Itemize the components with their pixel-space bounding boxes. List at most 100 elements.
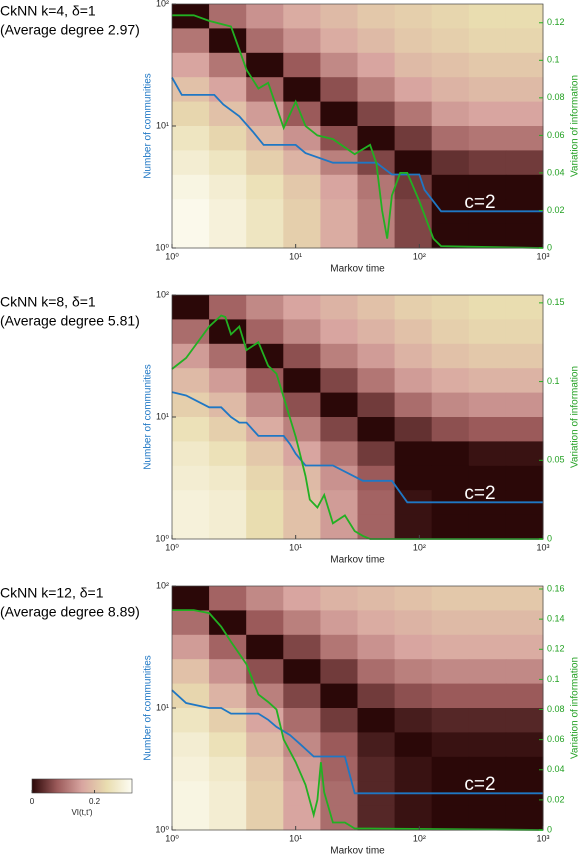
heatmap-cell [431,610,470,636]
heatmap-cell [394,4,433,29]
colorbar-tick-label: 0.2 [89,797,101,806]
x-tick-label: 10¹ [289,251,302,261]
annotation: c=2 [464,774,495,795]
heatmap-cell [468,634,507,660]
heatmap-cell [431,77,470,103]
heatmap-cell [283,417,321,442]
heatmap-cell [209,781,247,807]
heatmap-cell [394,368,433,394]
heatmap-cell [394,52,433,78]
heatmap-cell [246,610,284,636]
y2-tick-label: 0.1 [547,55,560,65]
heatmap-cell [468,319,507,345]
heatmap-cell [394,634,433,660]
heatmap-cell [172,586,210,611]
heatmap-cell [505,659,544,685]
heatmap-cell [505,392,544,418]
heatmap-cell [431,756,470,782]
heatmap-cell [357,659,396,685]
heatmap-cell [357,708,396,733]
x-tick-label: 10² [413,833,426,843]
heatmap-cell [320,223,358,249]
heatmap-cell [394,392,433,418]
y2-tick-label: 0.12 [547,17,565,27]
heatmap-cell [320,4,358,29]
heatmap-cell [468,683,507,709]
heatmap-cell [468,295,507,320]
heatmap-cell [357,465,396,491]
heatmap-cell [209,441,247,467]
heatmap-cell [431,634,470,660]
heatmap-cell [283,659,321,685]
heatmap-cell [357,101,396,127]
heatmap-cell [320,174,358,200]
heatmap-cell [357,756,396,782]
y2-tick-label: 0.16 [547,583,565,593]
heatmap-cell [357,683,396,709]
heatmap-cell [283,174,321,200]
heatmap-cell [431,514,470,540]
heatmap-cell [394,610,433,636]
heatmap-cell [505,634,544,660]
series-line [171,391,543,504]
panel-subtitle: (Average degree 8.89) [0,604,140,620]
heatmap-cell [431,126,470,151]
heatmap-cell [394,295,433,320]
heatmap-cell [246,805,284,831]
heatmap-cell [172,28,210,54]
heatmap-cell [394,28,433,54]
y-tick-label: 10¹ [156,411,169,421]
x-tick-label: 10⁰ [165,542,179,552]
heatmap-cell [357,4,396,29]
heatmap-cell [394,319,433,345]
heatmap-cell [172,150,210,176]
heatmap-cell [320,101,358,127]
heatmap-cell [320,368,358,394]
heatmap-cell [431,586,470,611]
x-tick-label: 10² [413,542,426,552]
heatmap-cell [209,150,247,176]
heatmap-cell [431,659,470,685]
heatmap-cell [394,223,433,249]
heatmap-cell [246,101,284,127]
heatmap-cell [505,101,544,127]
heatmap-cell [505,4,544,29]
y2-tick-label: 0.06 [547,130,565,140]
heatmap-cell [209,659,247,685]
heatmap-cell [172,514,210,540]
heatmap-cell [209,223,247,249]
heatmap-cell [320,199,358,225]
heatmap-cell [505,514,544,540]
heatmap-cell [283,126,321,151]
panel-title: CkNN k=4, δ=1 [0,3,96,19]
heatmap-cell [468,101,507,127]
heatmap-cell [172,732,210,758]
heatmap-cell [172,490,210,516]
y2-axis-label: Variation of information [570,366,581,468]
y2-tick-label: 0.12 [547,644,565,654]
heatmap-cell [172,52,210,78]
heatmap-cell [431,28,470,54]
heatmap-cell [209,52,247,78]
heatmap-cell [431,465,470,491]
heatmap-cell [468,708,507,733]
heatmap-cell [468,126,507,151]
heatmap-cell [394,683,433,709]
heatmap-cell [505,77,544,103]
heatmap-cell [320,126,358,151]
heatmap-cell [246,465,284,491]
heatmap-cell [320,732,358,758]
heatmap-cell [468,174,507,200]
heatmap-cell [431,4,470,29]
heatmap-cell [172,368,210,394]
heatmap-cell [246,781,284,807]
heatmap-cell [320,634,358,660]
x-tick-label: 10⁰ [165,833,179,843]
heatmap-cell [172,465,210,491]
heatmap-cell [394,586,433,611]
heatmap-cell [468,586,507,611]
heatmap-cell [431,805,470,831]
heatmap-cell [505,150,544,176]
y2-tick-label: 0.08 [547,92,565,102]
heatmap-cell [172,295,210,320]
